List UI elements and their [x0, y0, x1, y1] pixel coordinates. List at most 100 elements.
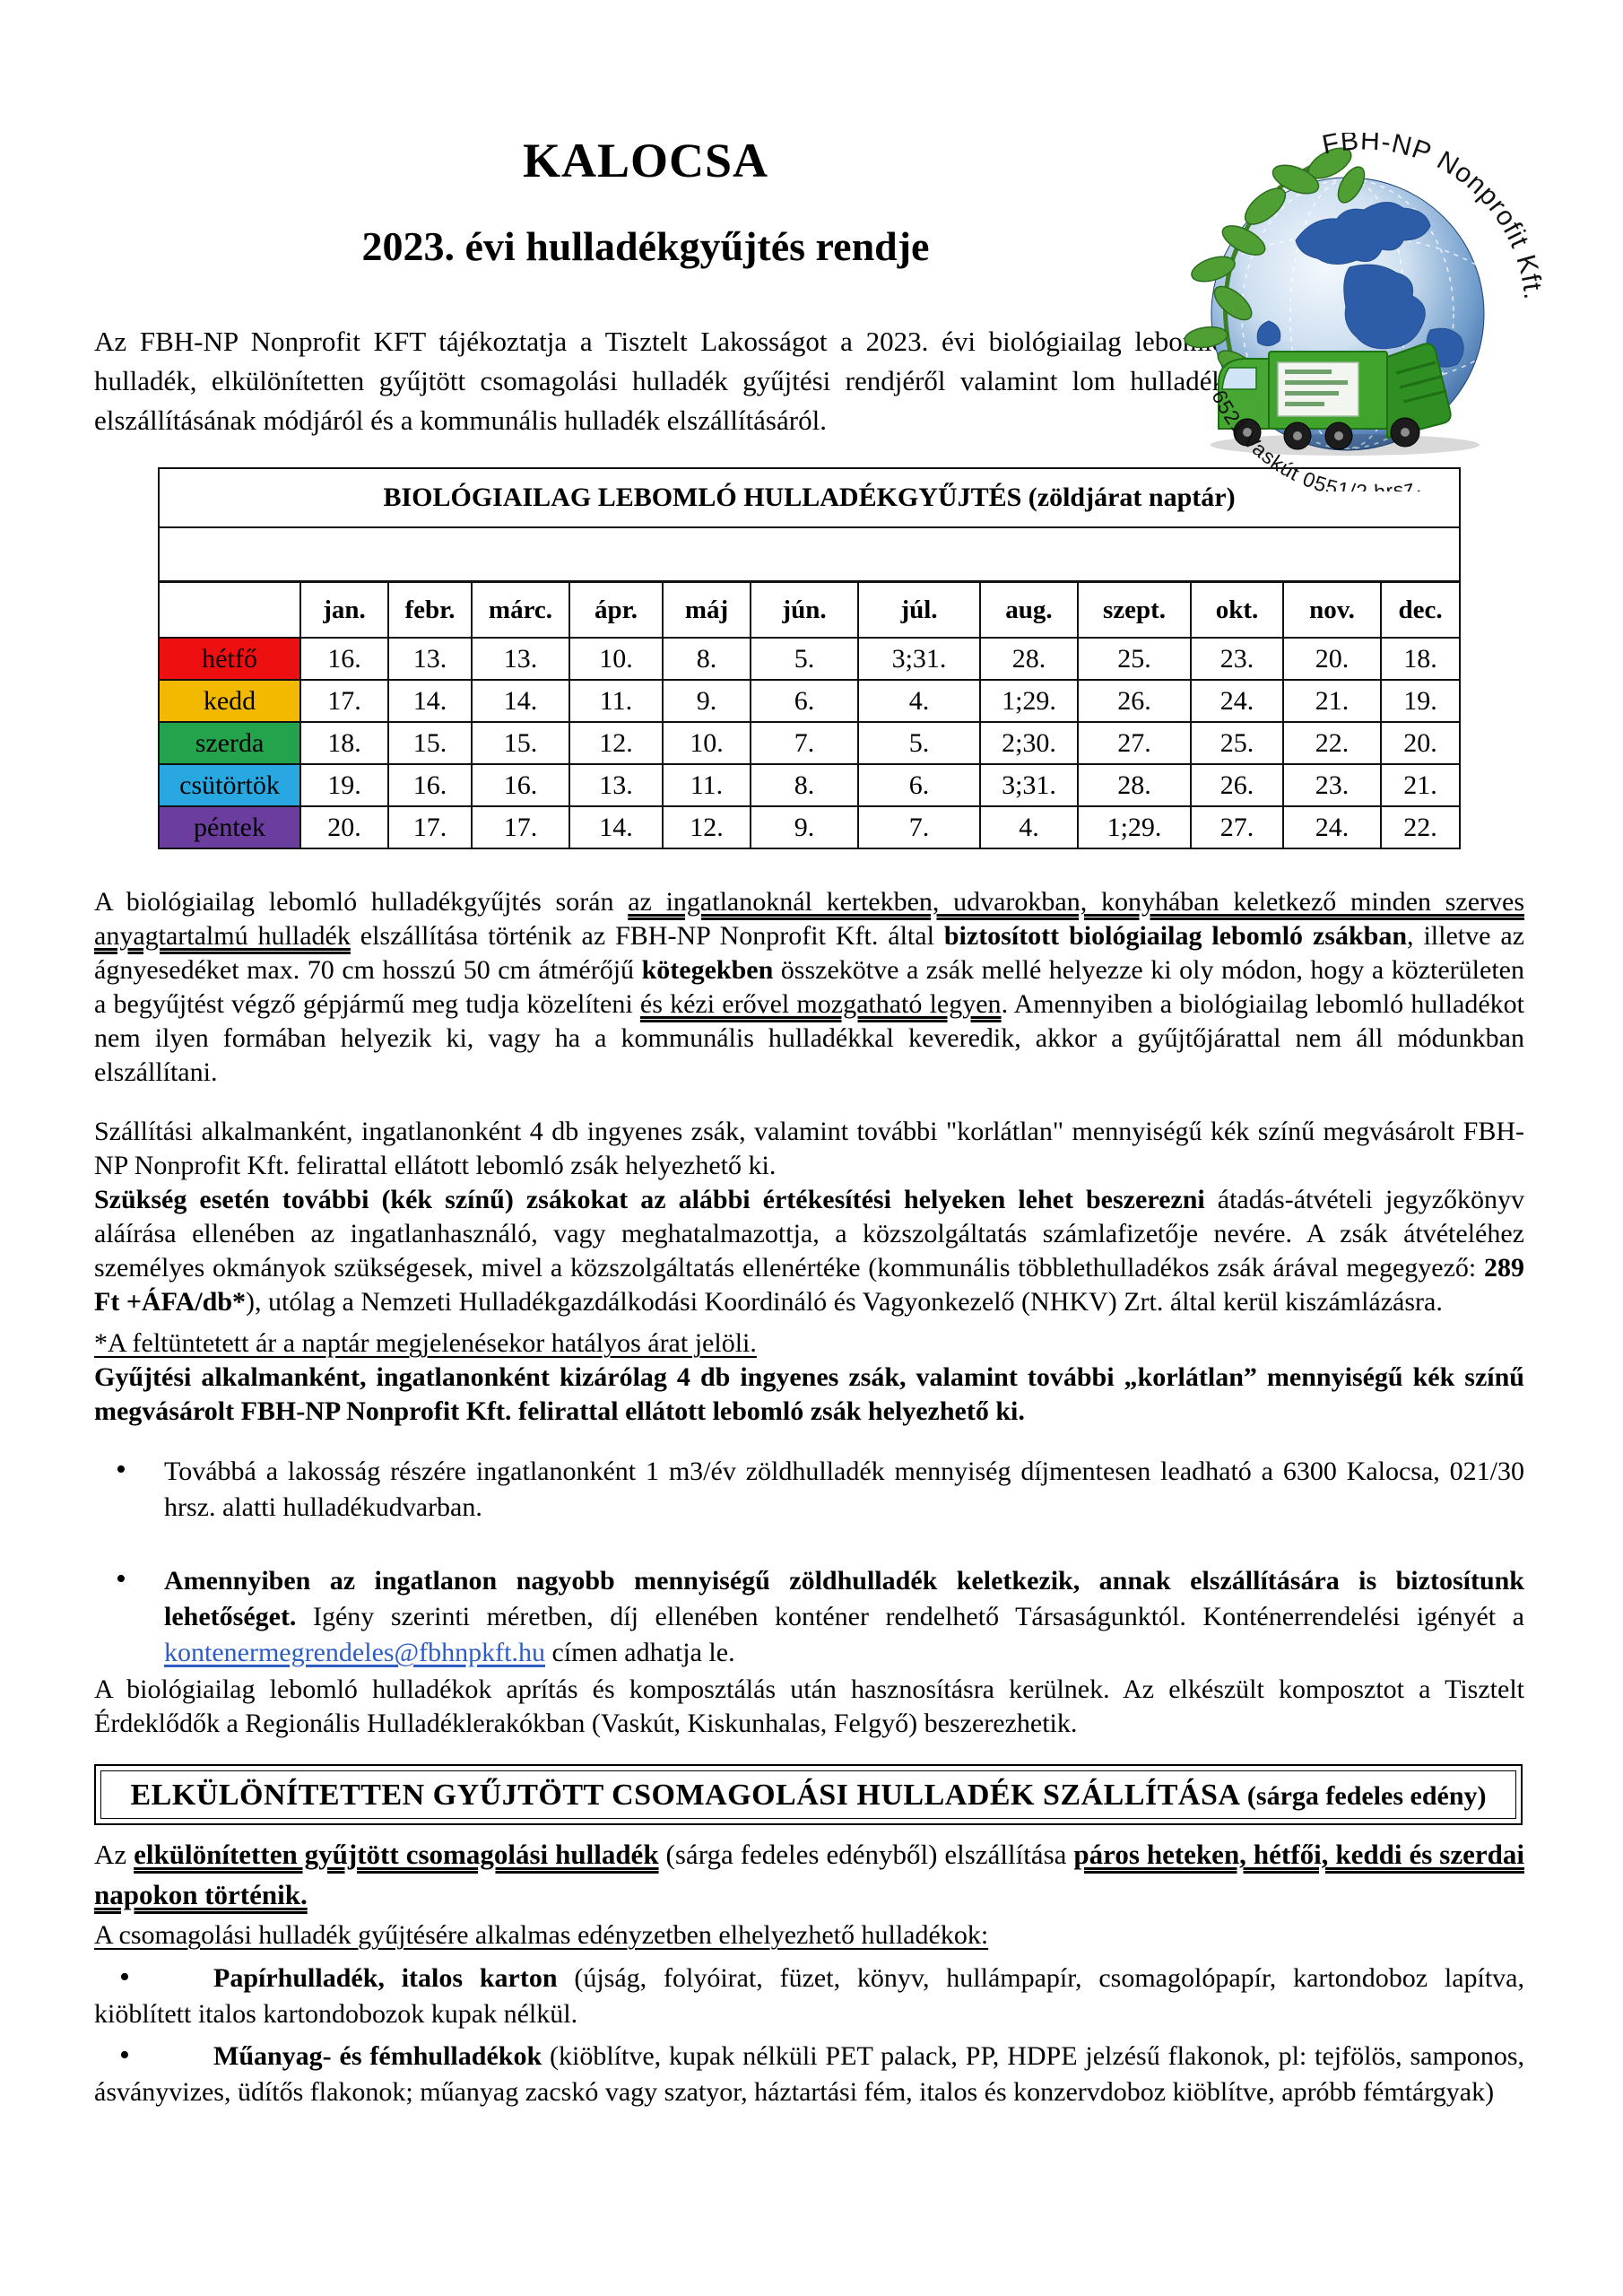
text-segment: Az FBH-NP Nonprofit KFT tájékoztatja a T… [94, 326, 1226, 436]
collection-date-cell: 12. [568, 721, 664, 765]
collection-date-cell: 7. [750, 721, 859, 765]
bullet-text: Papírhulladék, italos karton (újság, fol… [94, 1963, 1524, 2029]
collection-date-cell: 17. [299, 679, 389, 723]
text-segment: Amennyiben az ingatlanon nagyobb mennyis… [164, 1566, 1524, 1631]
collection-date-cell: 12. [662, 805, 751, 849]
text-segment: ), utólag a Nemzeti Hulladékgazdálkodási… [246, 1287, 1443, 1317]
text-segment: átadás-átvételi jegyzőkönyv aláírása ell… [94, 1185, 1524, 1283]
calendar-row: csütörtök 19. 16. 16. 13. 11. 8. 6. 3;31. 28. 26. 2… [158, 763, 1462, 807]
text-segment: Továbbá a lakosság részére ingatlanonkén… [164, 1457, 1524, 1522]
collection-date-cell: 13. [471, 637, 570, 681]
month-header: szept. [1077, 580, 1192, 639]
price-note: *A feltüntetett ár a naptár megjelenések… [94, 1326, 1524, 1361]
collection-date-cell: 2;30. [979, 721, 1079, 765]
day-cell: hétfő [158, 637, 301, 681]
collection-date-cell: 20. [299, 805, 389, 849]
text-segment: Szükség esetén további (kék színű) zsáko… [94, 1185, 1205, 1214]
bullet-green-yard: • Továbbá a lakosság részére ingatlanonk… [94, 1453, 1524, 1526]
bullet-plastic-metal: • Műanyag- és fémhulladékok (kiöblítve, k… [94, 2038, 1524, 2110]
collection-date-cell: 16. [299, 637, 389, 681]
collection-date-cell: 7. [857, 805, 981, 849]
collection-date-cell: 20. [1282, 637, 1382, 681]
month-header: ápr. [568, 580, 664, 639]
day-cell: szerda [158, 721, 301, 765]
compost-paragraph: A biológiailag lebomló hulladékok aprítá… [94, 1673, 1524, 1741]
bullet-container-order: • Amennyiben az ingatlanon nagyobb menny… [94, 1562, 1524, 1671]
collection-date-cell: 16. [387, 763, 473, 807]
bullet-icon: • [116, 1453, 126, 1486]
text-segment: . Amennyiben a biológiailag lebomló hull… [94, 989, 1524, 1087]
email-link[interactable]: kontenermegrendeles@fbhnpkft.hu [164, 1638, 545, 1667]
collection-date-cell: 6. [750, 679, 859, 723]
collection-date-cell: 18. [299, 721, 389, 765]
collection-date-cell: 8. [662, 637, 751, 681]
company-logo: FBH-NP Nonprofit Kft. 6521 Vaskút 0551/2… [1184, 133, 1547, 491]
text-segment: A biológiailag lebomló hulladékok aprítá… [94, 1674, 1524, 1738]
collection-date-cell: 1;29. [1077, 805, 1192, 849]
collection-date-cell: 23. [1190, 637, 1284, 681]
collection-date-cell: 20. [1379, 721, 1462, 765]
text-segment: címen adhatja le. [545, 1638, 735, 1667]
collection-date-cell: 9. [662, 679, 751, 723]
text-segment: Papírhulladék, italos karton [213, 1963, 558, 1993]
collection-date-cell: 25. [1190, 721, 1284, 765]
collection-date-cell: 14. [471, 679, 570, 723]
garbage-truck-icon [1218, 343, 1452, 450]
collection-date-cell: 11. [662, 763, 751, 807]
leaves-icon [1184, 147, 1366, 378]
collection-date-cell: 6. [857, 763, 981, 807]
month-header: nov. [1282, 580, 1382, 639]
bio-paragraph-2: Szállítási alkalmanként, ingatlanonként … [94, 1115, 1524, 1183]
collection-date-cell: 27. [1077, 721, 1192, 765]
collection-date-cell: 3;31. [857, 637, 981, 681]
day-cell: kedd [158, 679, 301, 723]
text-segment: A biológiailag lebomló hulladékgyűjtés s… [94, 887, 629, 917]
bullet-text: Amennyiben az ingatlanon nagyobb mennyis… [164, 1566, 1524, 1667]
section2-title: ELKÜLÖNÍTETTEN GYŰJTÖTT CSOMAGOLÁSI HULL… [130, 1779, 1241, 1812]
pack-paragraph-2: A csomagolási hulladék gyűjtésére alkalm… [94, 1917, 1524, 1954]
text-segment: Gyűjtési alkalmanként, ingatlanonként ki… [94, 1362, 1524, 1426]
bio-paragraph-3: Szükség esetén további (kék színű) zsáko… [94, 1183, 1524, 1319]
collection-date-cell: 15. [387, 721, 473, 765]
collection-date-cell: 21. [1282, 679, 1382, 723]
pack-paragraph-1: Az elkülönítetten gyűjtött csomagolási h… [94, 1834, 1524, 1915]
collection-date-cell: 28. [979, 637, 1079, 681]
text-segment: biztosított biológiailag lebomló zsákban [943, 921, 1408, 951]
month-header: júl. [857, 580, 981, 639]
text-segment: páros heteken, hétfői, keddi és szerdai … [94, 1839, 1524, 1910]
month-header: aug. [979, 580, 1079, 639]
text-segment: Műanyag- és fémhulladékok [213, 2041, 542, 2071]
calendar-row: péntek 20. 17. 17. 14. 12. 9. 7. 4. 1;29. 27. 24. 22… [158, 805, 1462, 849]
month-header: okt. [1190, 580, 1284, 639]
title-block: KALOCSA 2023. évi hulladékgyűjtés rendje [94, 133, 1197, 270]
collection-date-cell: 17. [471, 805, 570, 849]
calendar-month-row: jan. febr. márc. ápr. máj jún. júl. aug. szept. o… [158, 580, 1462, 639]
collection-date-cell: 24. [1282, 805, 1382, 849]
text-segment: (újság, folyóirat, füzet, könyv, hullámp… [94, 1963, 1524, 2029]
collection-date-cell: 23. [1282, 763, 1382, 807]
text-segment: Igény szerinti méretben, díj ellenében k… [296, 1602, 1524, 1631]
collection-date-cell: 3;31. [979, 763, 1079, 807]
month-header: máj [662, 580, 751, 639]
calendar-empty-cell [157, 526, 1462, 583]
collection-date-cell: 10. [662, 721, 751, 765]
month-header: márc. [471, 580, 570, 639]
collection-date-cell: 21. [1379, 763, 1462, 807]
calendar-title: BIOLÓGIAILAG LEBOMLÓ HULLADÉKGYŰJTÉS (zö… [157, 467, 1462, 528]
section2-title-suffix: (sárga fedeles edény) [1240, 1781, 1487, 1811]
text-segment: A csomagolási hulladék gyűjtésére alkalm… [94, 1920, 989, 1950]
collection-date-cell: 26. [1077, 679, 1192, 723]
text-segment: 289 Ft +ÁFA/db* [94, 1253, 1524, 1317]
bullet-paper: • Papírhulladék, italos karton (újság, fo… [94, 1960, 1524, 2032]
bullet-text: Műanyag- és fémhulladékok (kiöblítve, ku… [94, 2041, 1524, 2107]
calendar-row: kedd 17. 14. 14. 11. 9. 6. 4. 1;29. 26. 24. 21. 19. [158, 679, 1462, 723]
collection-date-cell: 26. [1190, 763, 1284, 807]
intro-paragraph: Az FBH-NP Nonprofit KFT tájékoztatja a T… [94, 322, 1226, 440]
collection-date-cell: 17. [387, 805, 473, 849]
page-subtitle: 2023. évi hulladékgyűjtés rendje [361, 223, 930, 269]
collection-date-cell: 13. [387, 637, 473, 681]
section2-header-box: ELKÜLÖNÍTETTEN GYŰJTÖTT CSOMAGOLÁSI HULL… [94, 1764, 1523, 1825]
collection-date-cell: 10. [568, 637, 664, 681]
text-segment: az ingatlanoknál kertekben, udvarokban, … [94, 887, 1524, 951]
